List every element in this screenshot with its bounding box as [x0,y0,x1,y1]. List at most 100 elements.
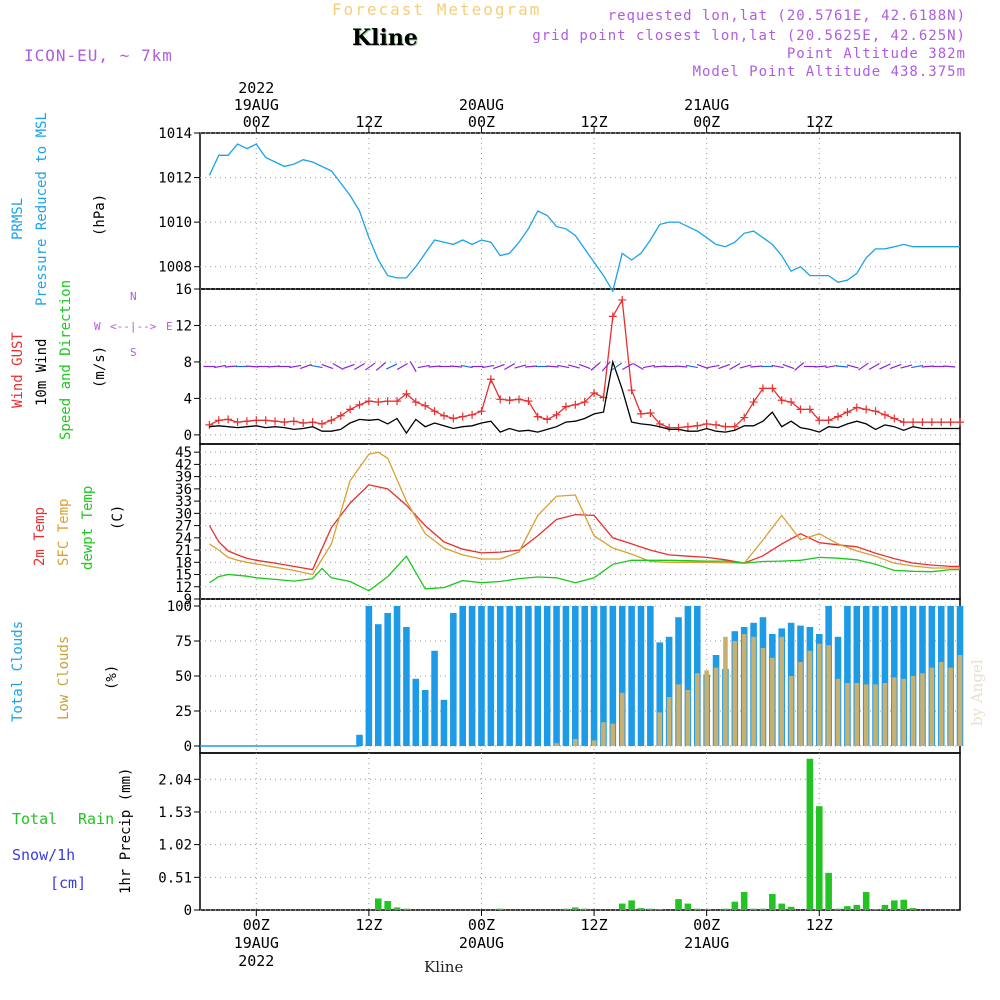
xtick-label-top-time: 12Z [806,113,833,131]
total-clouds-bar [572,606,579,746]
gust-point [824,416,833,425]
wind-direction-arrow [858,362,869,371]
precip-bar [647,908,654,910]
low-clouds-bar [704,670,709,746]
precip-bar [694,908,701,910]
xtick-label-top-time: 12Z [355,113,382,131]
wind-direction-arrow [449,365,463,368]
gust-point [505,396,514,405]
total-clouds-bar [684,606,692,746]
precip-bar [628,900,635,910]
ytick-label-precip: 2.04 [158,772,192,788]
wind-direction-arrow [557,364,570,369]
gust-point [289,417,298,426]
total-clouds-bar [496,606,504,746]
total-clouds-bar [478,606,485,746]
total-clouds-bar [525,606,532,746]
precip-bar [637,908,645,910]
gust-point [608,312,617,321]
total-clouds-bar [562,606,570,746]
precip-bar [891,900,898,910]
gust-point [355,400,364,409]
compass-e: E [166,320,173,333]
gust-point [271,417,280,426]
tick-labels: 1008101010121014048121691215182124273033… [158,126,192,919]
total-clouds-bar [487,606,495,746]
footer-station: Kline [424,958,464,976]
wind-direction-arrow [460,364,473,369]
total-clouds-bar [459,606,466,746]
gust-point [702,419,711,428]
low-clouds-bar [798,662,803,746]
gust-point [871,407,880,416]
ytick-label-temperature: 9 [184,592,192,608]
gust-point [787,398,796,407]
wind-direction-arrow [578,363,591,370]
gust-point [421,401,430,410]
gust-point [515,395,524,404]
xtick-label-top-time: 12Z [581,113,608,131]
panel-frame-temperature [199,443,961,600]
low-clouds-bar [826,645,831,746]
low-clouds-bar [666,697,672,746]
total-clouds-bar [356,734,363,746]
precip-bar [806,758,814,910]
low-clouds-bar [835,678,841,746]
total-clouds-bar [609,606,617,746]
total-clouds-bar [637,606,645,746]
wind-direction-arrow [396,362,408,371]
total-clouds-bar [900,606,907,746]
gust-point [636,409,645,418]
total-clouds-bar [891,606,898,746]
panel-frame-pressure [199,132,961,290]
low-clouds-bar [788,676,794,746]
ytick-label-temperature: 24 [175,531,192,547]
ytick-label-pressure: 1010 [158,215,192,231]
ytick-label-clouds: 0 [184,739,192,755]
xtick-label-bottom-time: 12Z [581,916,608,934]
total-clouds-bar [647,606,654,746]
xtick-label-bottom-year: 2022 [238,952,274,970]
low-clouds-bar [591,740,597,746]
low-clouds-bar [751,636,756,746]
wind-direction-arrow [707,364,720,369]
precip-bar [862,892,870,910]
low-clouds-bar [741,634,747,746]
gust-point [327,416,336,425]
wind-direction-arrow [879,363,891,370]
panel5-label-total: Total [12,810,58,828]
low-clouds-bar [816,643,822,746]
wind-direction-arrow [364,362,376,371]
ytick-label-temperature: 12 [175,580,192,596]
total-clouds-bar [515,606,523,746]
gust-point [346,405,355,414]
precip-bar [844,906,851,910]
low-clouds-bar [657,712,663,746]
total-clouds-bar [844,606,851,746]
ytick-label-clouds: 75 [175,634,192,650]
wind-direction-arrow [310,364,323,369]
compass-s: S [130,346,137,359]
gust-point [561,402,570,411]
gust-point [224,415,233,424]
xtick-label-bottom-date: 21AUG [684,934,729,952]
xtick-label-bottom-time: 00Z [693,916,720,934]
wind-direction-arrow [601,361,611,372]
low-clouds-bar [901,678,907,746]
gust-point [242,417,251,426]
precip-bar [572,907,579,910]
total-clouds-bar [393,606,401,746]
series-line-dewpt-temp [209,555,960,592]
total-clouds-bar [412,678,420,746]
precip-bar [853,904,861,910]
ytick-label-wind: 12 [175,318,192,334]
ytick-label-precip: 0.51 [158,870,192,886]
ytick-label-temperature: 45 [175,445,192,461]
wind-direction-arrow [514,364,527,369]
gust-point [956,418,964,427]
wind-direction-arrow [921,365,934,368]
ytick-label-wind: 16 [175,282,192,298]
xtick-label-top-year: 2022 [238,79,274,97]
gust-point [533,412,542,421]
total-clouds-bar [384,613,391,746]
